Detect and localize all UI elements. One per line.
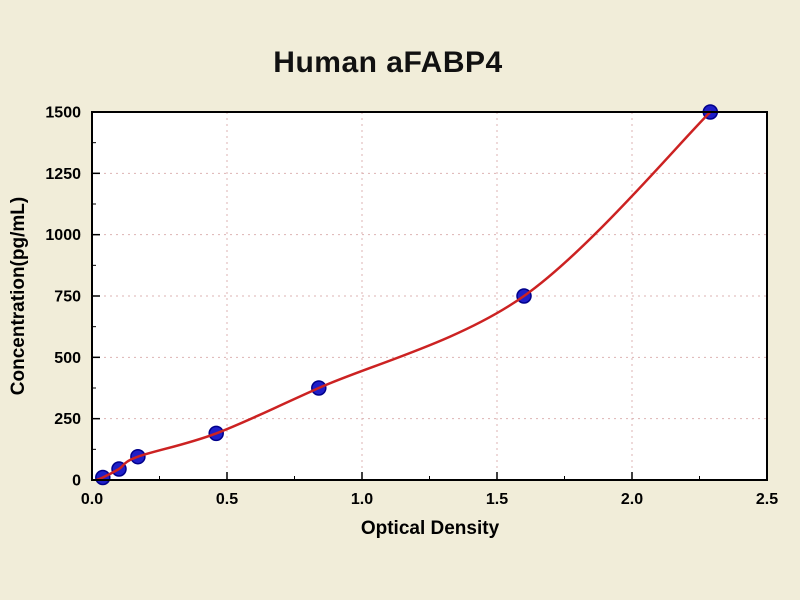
x-axis-label: Optical Density xyxy=(361,518,500,539)
gridlines xyxy=(92,112,767,480)
y-axis-label: Concentration(pg/mL) xyxy=(8,197,29,395)
y-tick-label: 1000 xyxy=(45,227,81,244)
chart-title: Human aFABP4 xyxy=(273,46,503,79)
axis-ticks: 0.0 0.5 1.0 1.5 2.0 2.5 0 250 500 750 1000 1250 1500 xyxy=(45,105,778,509)
plot-layers: 0.0 0.5 1.0 1.5 2.0 2.5 0 250 500 750 1000 1250 1500 xyxy=(45,104,778,509)
y-tick-label: 500 xyxy=(54,350,81,367)
y-tick-label: 750 xyxy=(54,289,81,306)
x-tick-label: 0.5 xyxy=(216,491,238,508)
x-tick-label: 1.0 xyxy=(351,491,373,508)
x-tick-label: 1.5 xyxy=(486,491,508,508)
y-tick-label: 1250 xyxy=(45,166,81,183)
y-tick-label: 1500 xyxy=(45,105,81,122)
x-tick-label: 0.0 xyxy=(81,491,103,508)
fitted-standard-curve xyxy=(96,110,712,481)
y-tick-label: 250 xyxy=(54,411,81,428)
x-tick-label: 2.0 xyxy=(621,491,643,508)
y-tick-label: 0 xyxy=(72,473,81,490)
x-tick-label: 2.5 xyxy=(756,491,778,508)
